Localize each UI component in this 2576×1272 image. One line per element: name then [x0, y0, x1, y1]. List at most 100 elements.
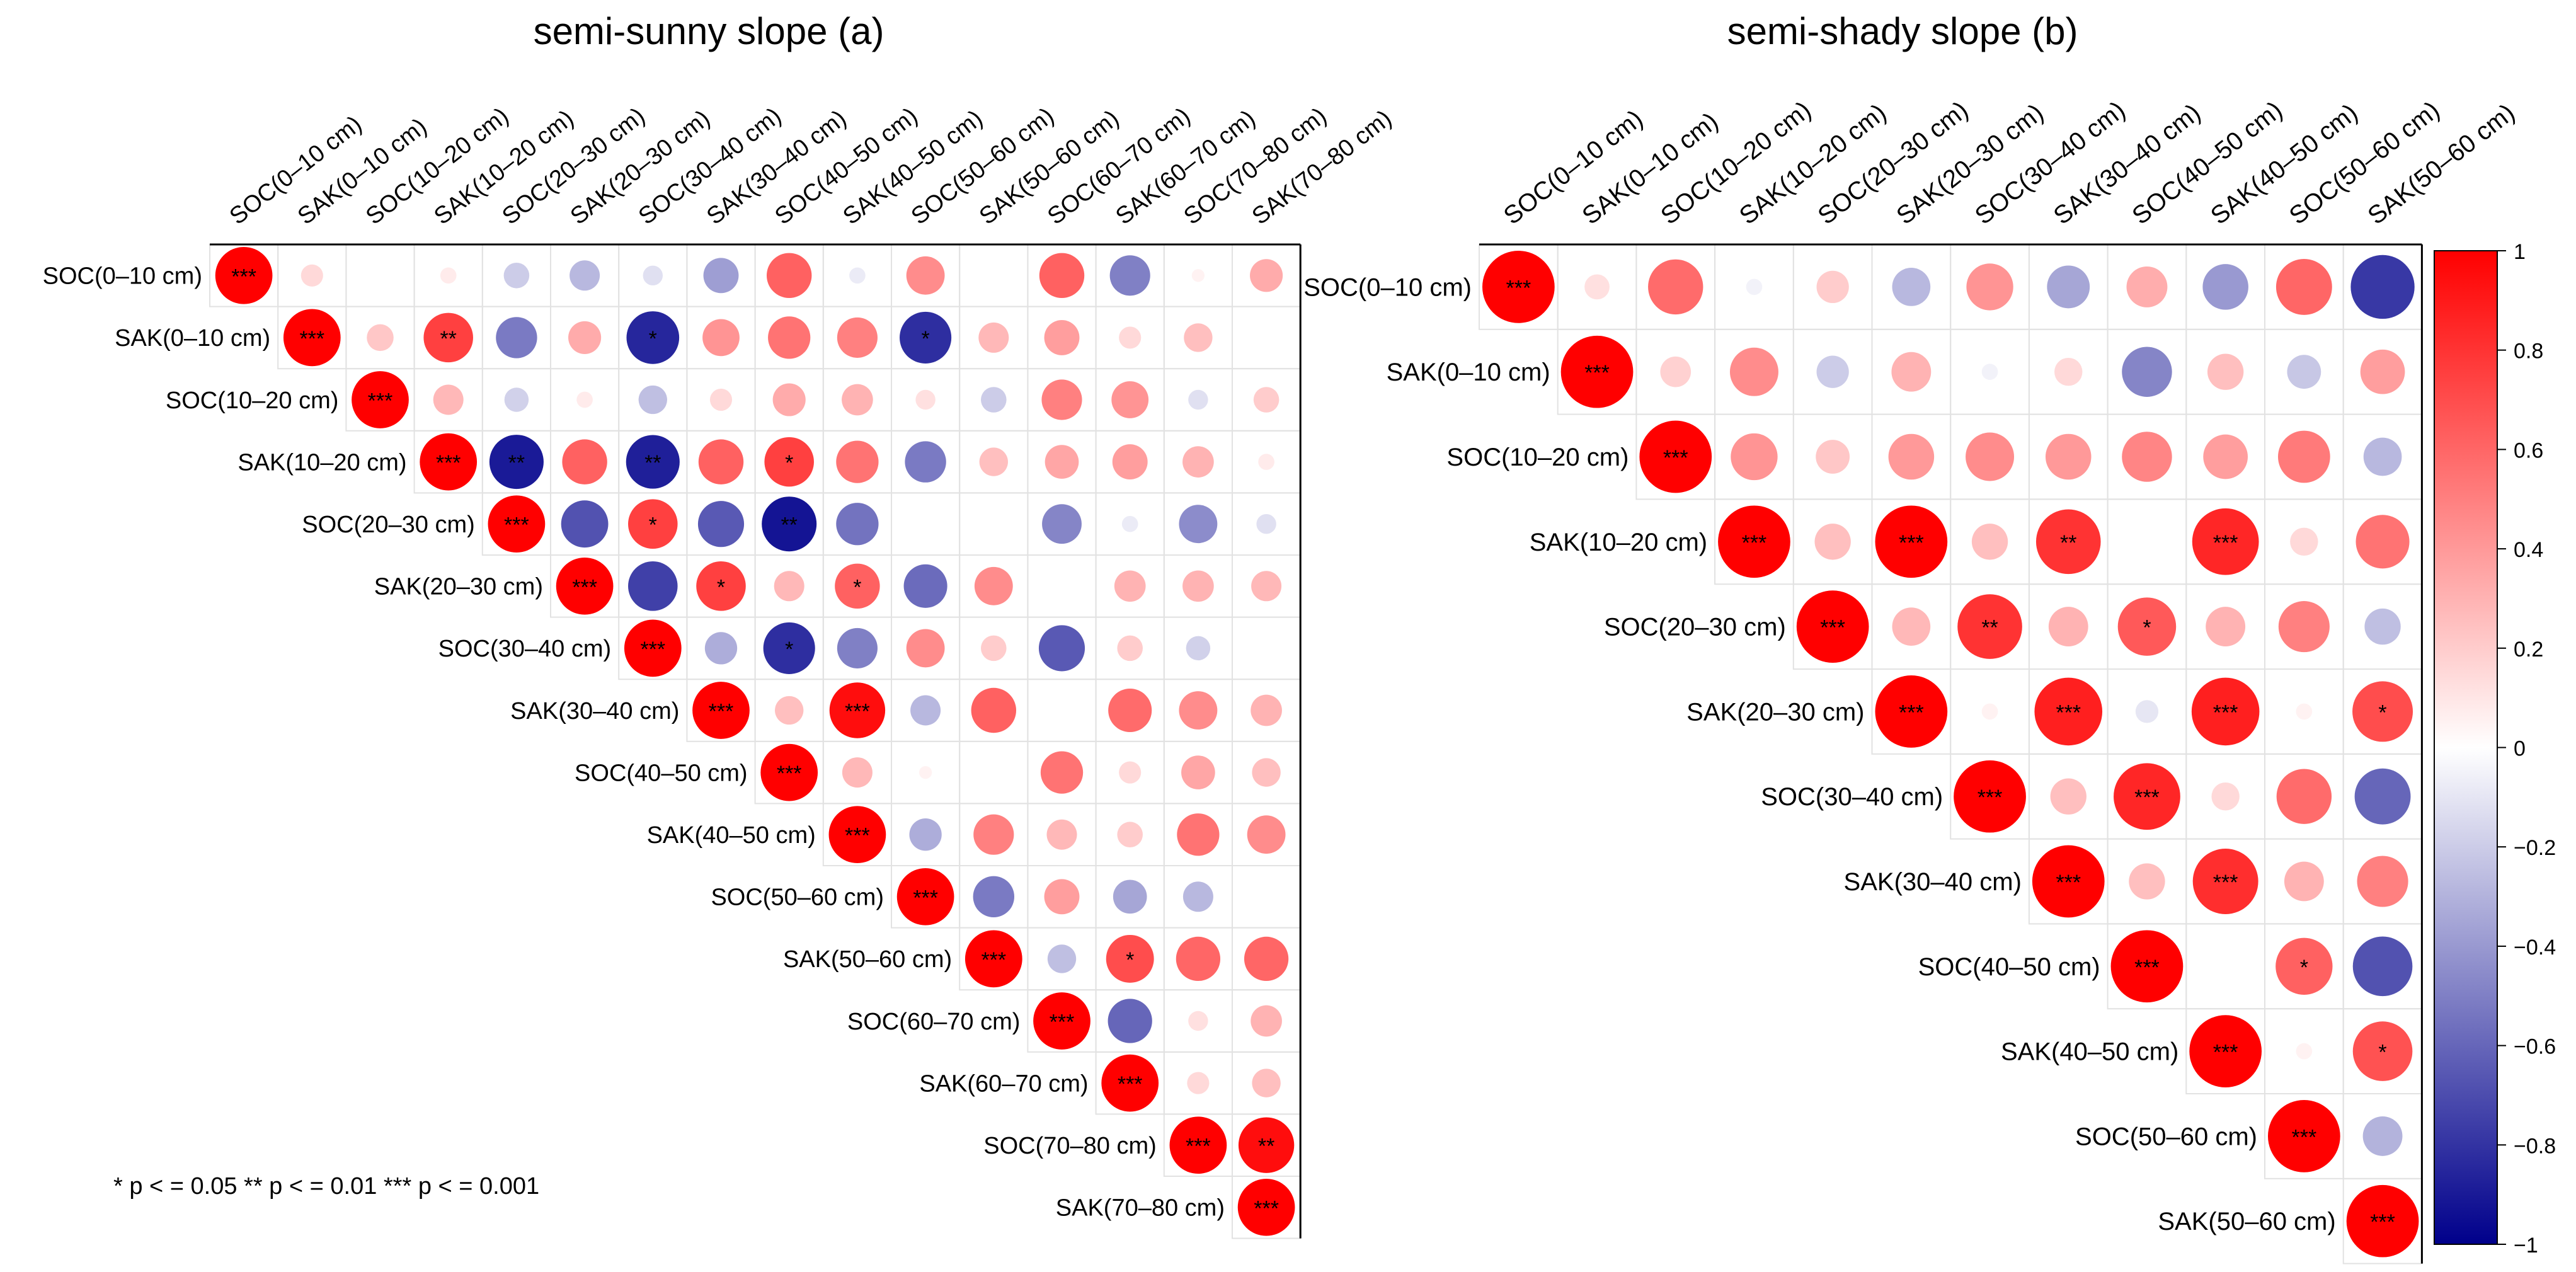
significance-mark: *** — [2134, 956, 2160, 980]
significance-mark: *** — [2213, 701, 2238, 725]
correlation-circle — [965, 930, 1022, 988]
matrix-cell — [1027, 554, 1097, 618]
significance-mark: ** — [2060, 531, 2076, 555]
correlation-circle — [692, 682, 750, 739]
row-label: SAK(60–70 cm) — [919, 1070, 1088, 1097]
correlation-circle — [568, 321, 602, 354]
correlation-circle — [1252, 1069, 1281, 1097]
significance-mark: *** — [2134, 786, 2160, 810]
row-label: SOC(0–10 cm) — [43, 263, 202, 290]
correlation-circle — [2363, 437, 2402, 476]
correlation-circle — [1251, 694, 1282, 726]
significance-mark: *** — [981, 948, 1006, 972]
row-label: SOC(20–30 cm) — [302, 512, 475, 538]
significance-mark: *** — [368, 389, 393, 413]
correlation-circle — [2362, 1116, 2403, 1156]
correlation-circle — [2276, 769, 2332, 824]
significance-mark: * — [2378, 1041, 2386, 1065]
correlation-circle — [2117, 597, 2177, 656]
correlation-circle — [1482, 251, 1555, 323]
correlation-circle — [1188, 1011, 1208, 1031]
colorbar-tick-label: 0.8 — [2514, 340, 2543, 364]
significance-mark: ** — [440, 327, 456, 351]
correlation-circle — [1746, 278, 1763, 295]
matrix-cell — [345, 244, 415, 307]
correlation-circle — [915, 389, 936, 410]
correlation-circle — [1816, 270, 1849, 304]
significance-mark: *** — [1899, 531, 1924, 555]
correlation-circle — [1179, 691, 1218, 730]
row-label: SOC(40–50 cm) — [1918, 953, 2100, 981]
colorbar-tick-label: 0 — [2514, 737, 2526, 761]
significance-mark: ** — [644, 451, 661, 475]
correlation-circle — [1119, 326, 1142, 349]
colorbar-tick-label: 1 — [2514, 240, 2526, 264]
correlation-circle — [1971, 524, 2008, 560]
correlation-circle — [1191, 269, 1205, 282]
correlation-circle — [2189, 1015, 2262, 1087]
correlation-circle — [762, 496, 817, 552]
correlation-circle — [1796, 590, 1869, 663]
correlation-circle — [2032, 845, 2105, 918]
correlation-circle — [2129, 863, 2165, 900]
row-label: SAK(10–20 cm) — [238, 449, 406, 476]
correlation-circle — [1584, 274, 1610, 300]
correlation-circle — [1252, 758, 1281, 787]
row-label: SAK(0–10 cm) — [1387, 358, 1550, 386]
matrix-cell — [1232, 306, 1302, 370]
correlation-circle — [828, 806, 886, 864]
correlation-circle — [2045, 433, 2092, 480]
correlation-circle — [900, 311, 952, 364]
correlation-circle — [1108, 999, 1152, 1043]
row-label: SOC(10–20 cm) — [166, 387, 339, 414]
colorbar-tick-label: −0.2 — [2514, 836, 2556, 860]
correlation-circle — [2360, 349, 2405, 394]
significance-mark: *** — [1742, 531, 1767, 555]
correlation-circle — [2267, 1100, 2340, 1172]
significance-mark: * — [649, 327, 657, 351]
correlation-circle — [2278, 601, 2330, 653]
correlation-circle — [2110, 930, 2184, 1003]
correlation-circle — [628, 561, 678, 611]
correlation-circle — [1117, 635, 1143, 662]
correlation-circle — [352, 371, 409, 428]
matrix-cell — [1232, 865, 1302, 929]
correlation-circle — [1182, 570, 1214, 602]
correlation-circle — [2122, 347, 2172, 397]
correlation-circle — [1047, 944, 1077, 973]
correlation-circle — [1729, 347, 1778, 396]
row-label: SAK(30–40 cm) — [1844, 868, 2022, 896]
significance-mark: *** — [1118, 1072, 1143, 1096]
significance-mark: ** — [1258, 1135, 1274, 1159]
significance-mark: *** — [709, 700, 734, 724]
correlation-circle — [1106, 934, 1154, 983]
significance-mark: *** — [1506, 276, 1531, 300]
row-label: SAK(50–60 cm) — [2158, 1208, 2335, 1235]
correlation-circle — [1101, 1054, 1159, 1112]
correlation-circle — [2287, 355, 2321, 389]
significance-mark: *** — [1978, 786, 2003, 810]
row-label: SOC(30–40 cm) — [1761, 783, 1943, 811]
correlation-circle — [1112, 444, 1148, 480]
correlation-circle — [643, 265, 663, 286]
correlation-matrix-a: SOC(0–10 cm)SOC(0–10 cm) ***SAK(0–10 cm)S… — [43, 103, 1397, 1239]
correlation-circle — [1892, 607, 1931, 646]
correlation-circle — [836, 503, 879, 546]
correlation-circle — [1182, 881, 1213, 912]
row-label: SOC(0–10 cm) — [1303, 273, 1472, 301]
correlation-circle — [760, 743, 818, 801]
correlation-circle — [905, 441, 946, 483]
correlation-circle — [1718, 505, 1790, 578]
correlation-circle — [906, 256, 945, 295]
significance-mark: *** — [1663, 446, 1688, 470]
correlation-circle — [2346, 1184, 2419, 1258]
significance-mark: *** — [2213, 871, 2238, 895]
significance-mark: *** — [845, 824, 870, 848]
matrix-cell — [959, 740, 1029, 805]
correlation-circle — [1816, 355, 1849, 388]
significance-mark: * — [2143, 616, 2151, 640]
colorbar-gradient — [2434, 250, 2498, 1245]
correlation-circle — [561, 500, 609, 548]
row-label: SAK(70–80 cm) — [1056, 1195, 1225, 1222]
correlation-circle — [981, 635, 1007, 662]
